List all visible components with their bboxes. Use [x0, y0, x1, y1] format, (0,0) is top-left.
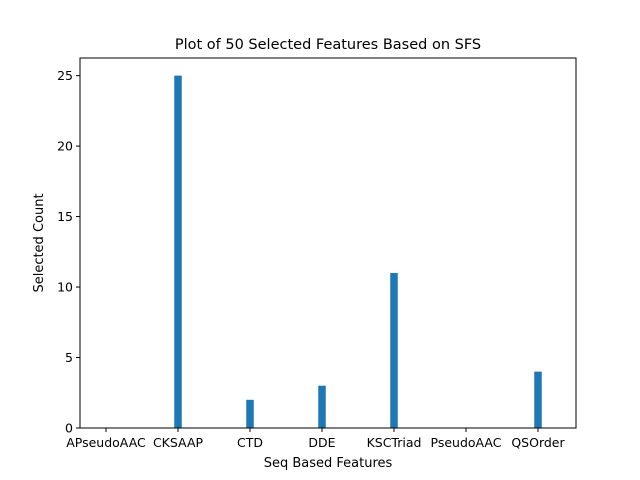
y-tick-label-10: 10 — [57, 280, 73, 295]
x-axis-ticks: APseudoAAC CKSAAP CTD DDE KSCTriad PseudoAAC Q… — [66, 428, 566, 450]
y-axis-ticks: 0 5 10 15 20 25 — [57, 68, 80, 436]
y-tick-label-0: 0 — [65, 421, 73, 436]
x-tick-label-dde: DDE — [308, 435, 335, 450]
y-axis-label: Selected Count — [32, 193, 47, 292]
x-tick-label-ctd: CTD — [237, 435, 263, 450]
y-tick-label-20: 20 — [57, 139, 73, 154]
bars-group — [174, 75, 542, 429]
x-tick-label-cksaap: CKSAAP — [153, 435, 204, 450]
bar-qsorder — [534, 371, 542, 428]
plot-frame — [79, 57, 577, 429]
y-tick-label-25: 25 — [57, 68, 73, 83]
x-tick-label-apseudoaac: APseudoAAC — [66, 435, 146, 450]
bar-ctd — [246, 399, 254, 428]
x-tick-label-ksctriad: KSCTriad — [367, 435, 422, 450]
chart-title: Plot of 50 Selected Features Based on SF… — [175, 37, 481, 53]
y-tick-label-5: 5 — [65, 350, 73, 365]
bar-ksctriad — [390, 272, 398, 428]
x-tick-label-qsorder: QSOrder — [511, 435, 565, 450]
x-tick-label-pseudoaac: PseudoAAC — [431, 435, 502, 450]
bar-cksaap — [174, 75, 182, 429]
x-axis-label: Seq Based Features — [264, 456, 393, 471]
y-tick-label-15: 15 — [57, 209, 73, 224]
bar-dde — [318, 385, 326, 428]
